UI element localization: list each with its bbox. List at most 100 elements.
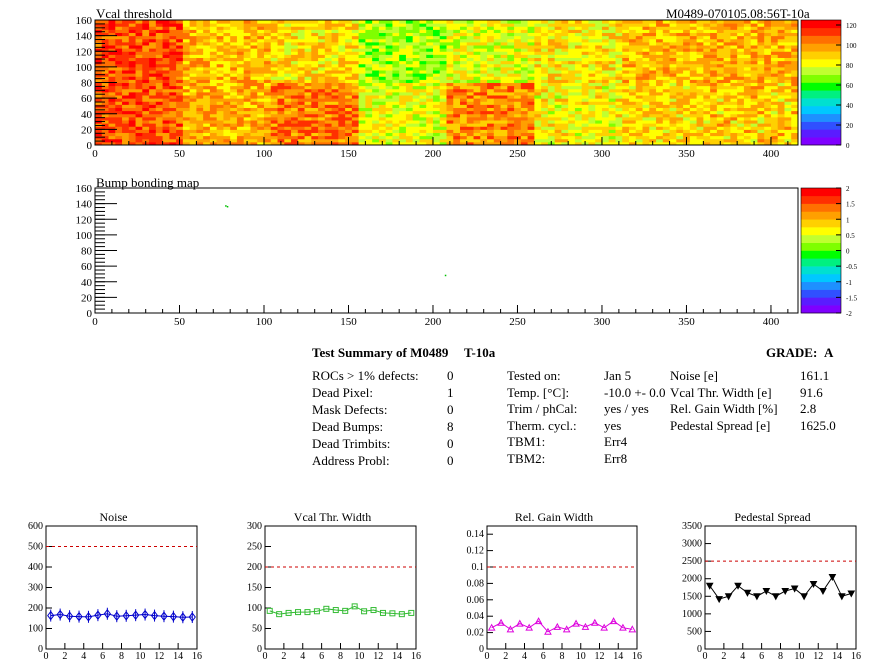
heatmap-cell <box>730 41 738 46</box>
heatmap-cell <box>182 73 191 77</box>
heatmap-cell <box>473 79 481 83</box>
heatmap-cell <box>419 51 427 55</box>
heatmap-cell <box>568 91 576 96</box>
heatmap-cell <box>351 70 360 74</box>
heatmap-cell <box>263 104 272 108</box>
heatmap-cell <box>541 41 549 46</box>
heatmap-cell <box>182 23 191 27</box>
heatmap-cell <box>236 141 245 146</box>
heatmap-cell <box>365 82 373 87</box>
heatmap-cell <box>243 35 251 40</box>
grade-value: A <box>824 345 834 360</box>
heatmap-cell <box>588 45 596 49</box>
heatmap-cell <box>243 110 251 115</box>
heatmap-cell <box>601 91 610 96</box>
heatmap-cell <box>392 51 400 55</box>
heatmap-cell <box>439 20 447 24</box>
heatmap-cell <box>392 23 400 27</box>
heatmap-cell <box>500 88 508 93</box>
heatmap-cell <box>574 32 583 37</box>
heatmap-cell <box>676 113 684 118</box>
heatmap-cell <box>392 120 400 124</box>
heatmap-cell <box>385 79 393 83</box>
heatmap-cell <box>182 63 191 68</box>
heatmap-cell <box>737 76 745 80</box>
heatmap-cell <box>629 51 637 55</box>
heatmap-cell <box>95 123 103 127</box>
heatmap-cell <box>527 20 535 24</box>
heatmap-cell <box>324 82 333 87</box>
heatmap-cell <box>527 38 535 43</box>
y-tick-label: 0.08 <box>467 578 485 589</box>
heatmap-cell <box>547 20 556 24</box>
heatmap-cell <box>757 63 765 68</box>
heatmap-cell <box>757 26 765 30</box>
heatmap-cell <box>155 70 164 74</box>
heatmap-cell <box>209 113 218 118</box>
heatmap-cell <box>203 110 211 115</box>
heatmap-cell <box>764 57 772 62</box>
x-tick-label: 200 <box>425 148 442 160</box>
heatmap-cell <box>743 66 752 71</box>
heatmap-cell <box>507 45 515 49</box>
heatmap-cell <box>676 138 684 143</box>
heatmap-cell <box>791 123 799 127</box>
heatmap-cell <box>507 54 515 58</box>
heatmap-cell <box>669 76 677 80</box>
heatmap-cell <box>615 132 623 137</box>
heatmap-cell <box>730 95 738 99</box>
heatmap-cell <box>405 70 414 74</box>
heatmap-cell <box>95 85 103 90</box>
heatmap-cell <box>189 91 197 96</box>
heatmap-cell <box>514 120 522 124</box>
heatmap-cell <box>622 101 630 105</box>
heatmap-cell <box>689 79 698 83</box>
x-tick-label: 10 <box>135 651 145 662</box>
heatmap-cell <box>405 32 414 37</box>
heatmap-cell <box>770 70 779 74</box>
heatmap-cell <box>324 129 333 133</box>
heatmap-cell <box>656 104 664 108</box>
heatmap-cell <box>115 23 123 27</box>
heatmap-cell <box>149 63 157 68</box>
heatmap-cell <box>601 51 610 55</box>
heatmap-cell <box>629 20 637 24</box>
heatmap-cell <box>716 38 725 43</box>
plot-frame <box>45 525 198 650</box>
heatmap-cell <box>514 132 522 137</box>
heatmap-cell <box>243 57 251 62</box>
heatmap-cell <box>263 32 272 37</box>
heatmap-cell <box>656 101 664 105</box>
heatmap-cell <box>209 66 218 71</box>
heatmap-cell <box>581 88 589 93</box>
heatmap-cell <box>331 57 339 62</box>
heatmap-cell <box>95 29 103 33</box>
heatmap-cell <box>574 126 583 130</box>
heatmap-cell <box>155 129 164 133</box>
heatmap-cell <box>378 35 387 40</box>
heatmap-cell <box>770 48 779 52</box>
heatmap-cell <box>223 85 231 90</box>
heatmap-cell <box>196 60 204 65</box>
heatmap-cell <box>149 26 157 30</box>
heatmap-cell <box>324 104 333 108</box>
heatmap-cell <box>547 29 556 33</box>
heatmap-cell <box>345 38 353 43</box>
heatmap-cell <box>453 123 461 127</box>
heatmap-cell <box>176 51 184 55</box>
heatmap-cell <box>189 51 197 55</box>
heatmap-cell <box>649 60 657 65</box>
heatmap-cell <box>507 116 515 121</box>
heatmap-cell <box>791 104 799 108</box>
heatmap-cell <box>527 116 535 121</box>
heatmap-cell <box>365 126 373 130</box>
heatmap-cell <box>392 29 400 33</box>
heatmap-cell <box>581 79 589 83</box>
heatmap-cell <box>561 23 569 27</box>
heatmap-cell <box>95 54 103 58</box>
heatmap-cell <box>115 60 123 65</box>
heatmap-cell <box>439 70 447 74</box>
heatmap-cell <box>331 45 339 49</box>
heatmap-cell <box>574 54 583 58</box>
heatmap-cell <box>568 85 576 90</box>
